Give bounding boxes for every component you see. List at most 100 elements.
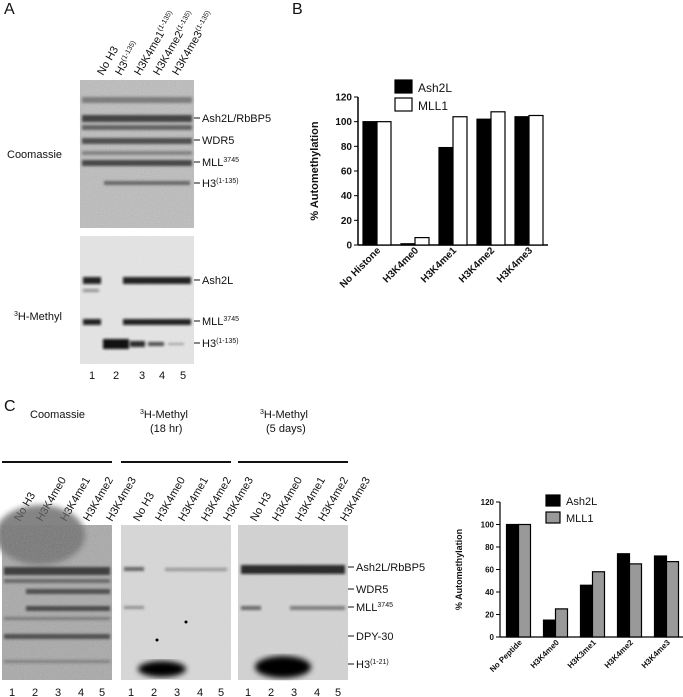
y-axis-label: % Automethylation [309, 121, 321, 220]
panel-c-coomassie-gel [0, 505, 112, 680]
bar-mll1-h3k4me2 [490, 111, 506, 246]
legend-swatch [394, 97, 413, 112]
lane-number: 2 [268, 687, 274, 697]
methyl-side-label: 3H-Methyl [14, 311, 62, 323]
lane-number: 3 [139, 370, 145, 382]
lane-number: 4 [78, 687, 84, 697]
bar-mll1-h3k4me0 [414, 237, 430, 246]
panel-c-methyl-5day-gel [238, 525, 348, 680]
band-label: MLL3745 [202, 316, 239, 328]
x-tick-label: H3K4me2 [603, 638, 636, 671]
bar-ash2l-h3k4me1 [438, 146, 454, 246]
lane-number: 3 [291, 687, 297, 697]
band-label: Ash2L [202, 275, 233, 287]
band-label: Ash2L/RbBP5 [356, 562, 425, 574]
lane-number: 1 [128, 687, 134, 697]
bar-ash2l-h3k4me2 [616, 553, 631, 638]
panel-letter-b: B [292, 1, 303, 18]
lane-number: 5 [99, 687, 105, 697]
panel-c-band-labels: Ash2L/RbBP5 WDR5 MLL3745 DPY-30 H3(1-21) [348, 562, 425, 671]
x-tick-label: No Histone [338, 245, 383, 290]
bar-mll1-h3k4me0 [554, 608, 569, 638]
x-tick-label: H3K4me0 [529, 638, 562, 671]
chart-c: 0 20 40 60 80 100 120 % Automethylation No Pepti… [454, 494, 683, 674]
coomassie-side-label: Coomassie [7, 149, 62, 161]
band-label: MLL3745 [202, 157, 239, 169]
legend-label: MLL1 [566, 513, 594, 525]
bar-mll1-h3k4me3 [528, 114, 544, 246]
lane-number: 1 [89, 370, 95, 382]
band-label: H3(1-135) [202, 178, 239, 190]
bar-mll1-h3k4me3 [665, 561, 680, 638]
lane-number: 3 [174, 687, 180, 697]
lane-number: 5 [218, 687, 224, 697]
legend-label: MLL1 [418, 99, 448, 113]
bar-mll1-h3k4me1 [452, 116, 468, 246]
panel-a-lane-numbers: 1 2 3 4 5 [89, 370, 186, 382]
band-label: H3(1-21) [356, 659, 389, 671]
bar-ash2l-h3k4me3 [514, 116, 530, 246]
panel-a-lane-headers: No H3 H3(1-135) H3K4me1(1-135) H3K4me2(1… [95, 10, 212, 78]
x-tick-label: H3K4me3 [495, 245, 535, 285]
bar-ash2l-h3k4me3 [653, 555, 668, 638]
panel-letter-a: A [4, 1, 15, 18]
band-label: Ash2L/RbBP5 [202, 113, 271, 125]
lane-number: 2 [32, 687, 38, 697]
bar-mll1-no-histone [376, 121, 392, 246]
lane-number: 5 [335, 687, 341, 697]
panel-letter-c: C [4, 398, 16, 415]
bar-ash2l-h3k4me0 [400, 243, 416, 246]
y-tick-label: 60 [341, 167, 353, 178]
y-tick-label: 20 [485, 610, 494, 619]
gel-title: 3H-Methyl [260, 409, 308, 421]
y-tick-label: 0 [490, 633, 495, 642]
panel-c-methyl-18hr-gel [121, 525, 231, 680]
y-tick-label: 0 [346, 241, 352, 252]
bar-mll1-no-peptide [517, 523, 532, 638]
chart-b: 0 20 40 60 80 100 120 % Automethylation No Histo… [309, 79, 548, 290]
bar-ash2l-h3k3me1 [579, 584, 594, 638]
legend-swatch [545, 511, 561, 524]
band-label: DPY-30 [356, 631, 394, 643]
band-label: WDR5 [202, 135, 234, 147]
x-tick-label: H3K3me1 [566, 638, 599, 671]
lane-number: 2 [113, 370, 119, 382]
gel-title: Coomassie [30, 409, 85, 421]
panel-a-coomassie-gel [80, 80, 194, 228]
lane-number: 4 [314, 687, 320, 697]
y-tick-label: 80 [341, 142, 353, 153]
panel-c-lane-numbers: 1 2 3 4 5 1 2 3 4 5 1 2 3 4 5 [9, 687, 341, 697]
y-tick-label: 120 [335, 93, 352, 104]
bar-ash2l-h3k4me2 [476, 118, 492, 246]
legend-swatch [394, 79, 413, 94]
y-tick-label: 60 [485, 565, 494, 574]
gel-subtitle: (5 days) [266, 423, 306, 435]
legend-label: Ash2L [418, 81, 452, 95]
lane-number: 4 [159, 370, 165, 382]
x-tick-label: H3K4me3 [640, 638, 673, 671]
x-tick-label: No Peptide [488, 638, 524, 674]
lane-number: 4 [197, 687, 203, 697]
y-tick-label: 20 [341, 216, 353, 227]
bar-ash2l-h3k4me0 [542, 619, 557, 638]
y-tick-label: 100 [335, 117, 352, 128]
y-tick-label: 40 [485, 588, 494, 597]
panel-a-bottom-band-labels: Ash2L MLL3745 H3(1-135) [194, 275, 239, 350]
lane-number: 1 [9, 687, 15, 697]
bar-mll1-h3k3me1 [591, 571, 606, 638]
lane-number: 1 [245, 687, 251, 697]
panel-c-gel-titles: Coomassie 3H-Methyl (18 hr) 3H-Methyl (5… [2, 409, 348, 463]
gel-title: 3H-Methyl [140, 409, 188, 421]
y-tick-label: 80 [485, 543, 494, 552]
bar-mll1-h3k4me2 [628, 563, 643, 638]
lane-number: 3 [55, 687, 61, 697]
x-tick-label: H3K4me1 [419, 245, 459, 285]
legend-swatch [545, 494, 561, 507]
x-tick-label: H3K4me2 [457, 245, 497, 285]
panel-a-top-band-labels: Ash2L/RbBP5 WDR5 MLL3745 H3(1-135) [194, 113, 271, 190]
band-label: MLL3745 [356, 602, 393, 614]
y-tick-label: 40 [341, 191, 353, 202]
y-tick-label: 120 [481, 498, 495, 507]
